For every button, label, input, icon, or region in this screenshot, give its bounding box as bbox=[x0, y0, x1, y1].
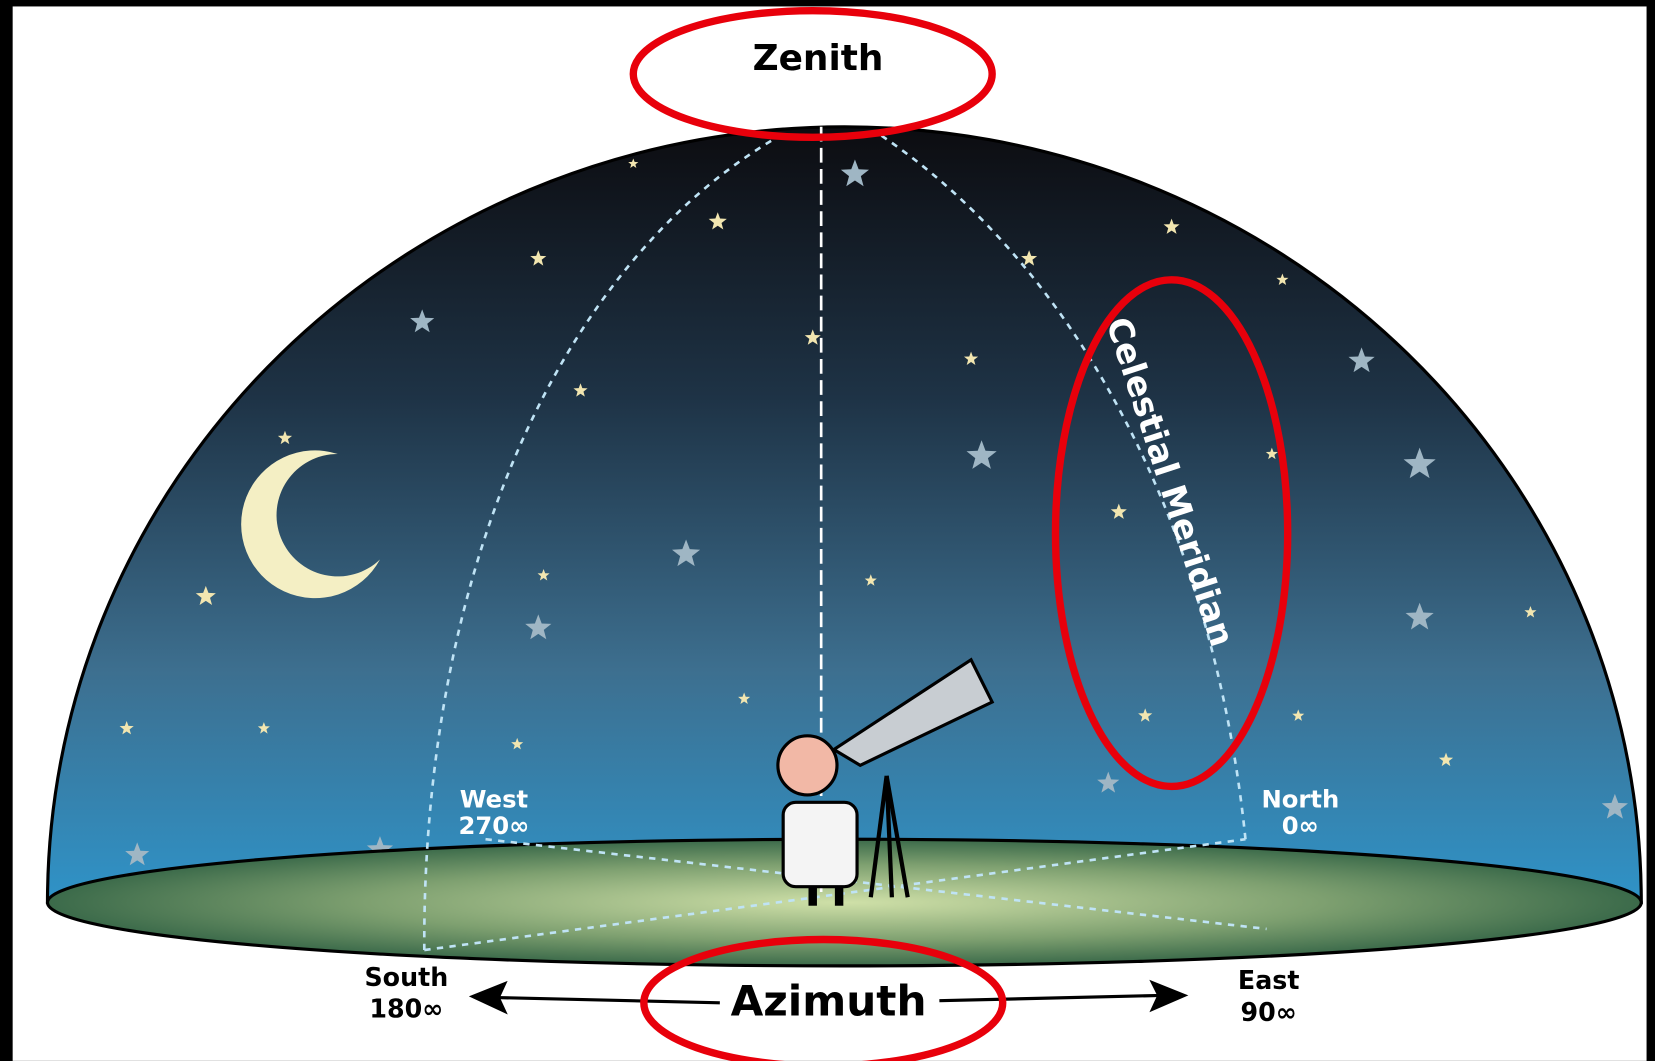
zenith-label: Zenith bbox=[753, 38, 884, 79]
north-degrees: 0∞ bbox=[1282, 811, 1319, 840]
azimuth-label: Azimuth bbox=[731, 976, 927, 1025]
west-label: West bbox=[460, 785, 529, 814]
north-label: North bbox=[1261, 785, 1339, 814]
east-degrees: 90∞ bbox=[1241, 997, 1297, 1027]
south-label: South bbox=[364, 962, 448, 992]
diagram: Zenith Celestial Meridian West 270∞ Nort… bbox=[0, 0, 1655, 1061]
page: { "labels": { "zenith": "Zenith", "merid… bbox=[0, 0, 1655, 1061]
east-label: East bbox=[1238, 965, 1300, 995]
south-degrees: 180∞ bbox=[369, 994, 443, 1024]
west-degrees: 270∞ bbox=[459, 811, 530, 840]
